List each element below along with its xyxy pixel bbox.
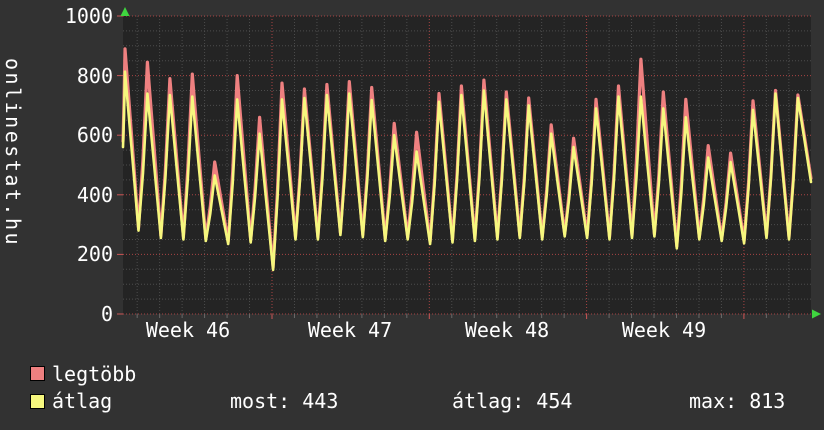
x-tick-label-week47: Week 47 — [307, 318, 393, 342]
y-tick-label-400: 400 — [76, 183, 113, 207]
y-tick-label-200: 200 — [76, 242, 113, 266]
x-tick-label-week46: Week 46 — [145, 318, 231, 342]
x-axis-arrow-icon — [812, 309, 821, 319]
stat-most: most: 443 — [230, 389, 339, 413]
y-tick-label-800: 800 — [76, 64, 113, 88]
y-tick-label-600: 600 — [76, 123, 113, 147]
y-tick-label-1000: 1000 — [64, 4, 113, 28]
y-tick-label-0: 0 — [100, 302, 113, 326]
legend-swatch-legtobb — [30, 366, 45, 381]
y-axis-arrow-icon — [120, 7, 130, 16]
chart-plot-area — [117, 7, 821, 319]
x-tick-label-week49: Week 49 — [621, 318, 707, 342]
x-tick-label-week48: Week 48 — [464, 318, 550, 342]
stat-max: max: 813 — [689, 389, 786, 413]
stat-atlag: átlag: 454 — [452, 389, 573, 413]
legend-label-legtobb: legtöbb — [52, 362, 137, 386]
legend-swatch-atlag — [30, 394, 45, 409]
atlag-series-line — [121, 70, 813, 272]
legend-label-atlag: átlag — [52, 389, 113, 413]
vertical-axis-title: onlinestat.hu — [1, 58, 25, 248]
